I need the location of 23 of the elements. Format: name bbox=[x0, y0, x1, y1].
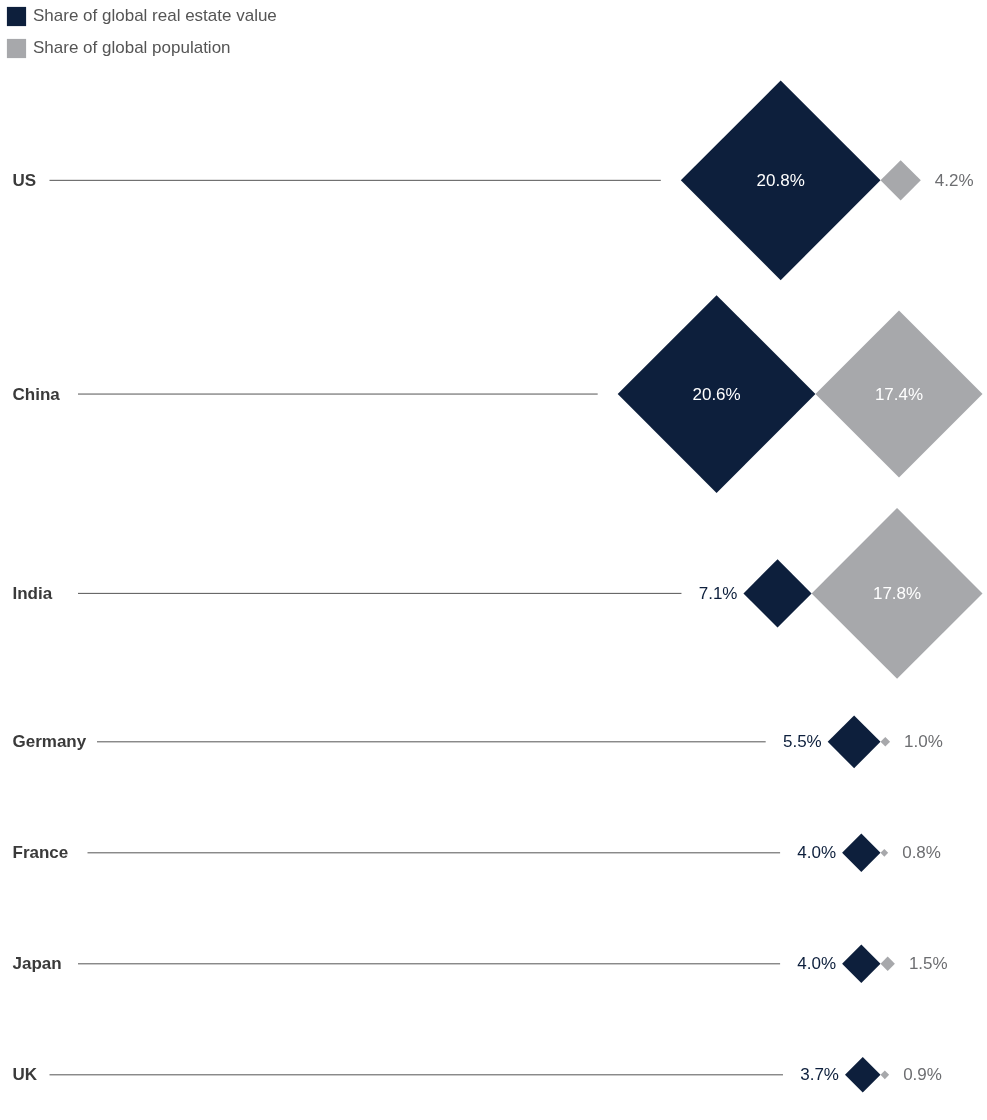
category-label: France bbox=[12, 843, 69, 863]
data-label: 0.8% bbox=[902, 843, 941, 863]
data-label: 4.0% bbox=[797, 843, 837, 863]
data-label: 4.2% bbox=[934, 170, 974, 190]
data-label: 7.1% bbox=[698, 583, 738, 603]
legend-label: Share of global real estate value bbox=[33, 6, 277, 26]
data-label: 17.8% bbox=[872, 583, 922, 603]
category-label: Japan bbox=[12, 954, 62, 974]
data-label: 20.6% bbox=[692, 384, 741, 404]
category-label: India bbox=[12, 583, 53, 603]
data-label: 0.9% bbox=[903, 1065, 942, 1085]
data-label: 20.8% bbox=[756, 170, 805, 190]
legend-label: Share of global population bbox=[33, 38, 231, 58]
data-label: 4.0% bbox=[797, 954, 837, 974]
data-label: 17.4% bbox=[874, 384, 924, 404]
category-label: Germany bbox=[12, 732, 87, 752]
data-label: 5.5% bbox=[782, 732, 822, 752]
category-label: UK bbox=[12, 1065, 38, 1085]
data-label: 3.7% bbox=[800, 1065, 839, 1085]
data-label: 1.0% bbox=[904, 732, 943, 752]
category-label: US bbox=[12, 170, 37, 190]
category-label: China bbox=[12, 384, 61, 404]
data-label: 1.5% bbox=[908, 954, 948, 974]
